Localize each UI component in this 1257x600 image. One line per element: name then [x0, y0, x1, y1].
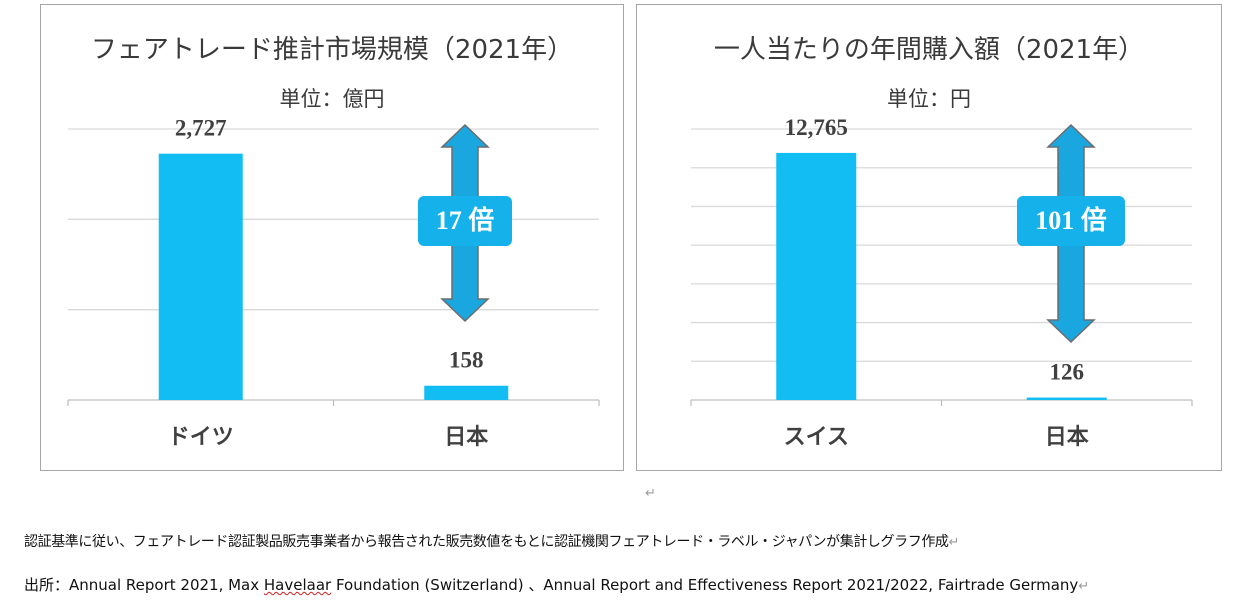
category-label: ドイツ	[168, 425, 234, 450]
paragraph-mark: ↵	[948, 535, 960, 550]
bar-chart-market-size: 2,727 ドイツ 158 日本 17 倍	[67, 116, 600, 450]
bar-chart-per-capita: 12,765 スイス 126 日本 101 倍	[690, 115, 1193, 450]
bar-1	[158, 153, 243, 400]
bar-1	[776, 152, 857, 400]
note-source-prefix: 出所：Annual Report 2021, Max	[24, 576, 264, 594]
data-label: 158	[449, 348, 484, 373]
note-methodology-text: 認証基準に従い、フェアトレード認証製品販売事業者から報告された販売数値をもとに認…	[24, 534, 949, 550]
paragraph-mark: ↵	[645, 486, 656, 501]
bar-2	[1026, 397, 1107, 400]
chart-panel-market-size: フェアトレード推計市場規模（2021年） 単位：億円 2,727 ドイツ 158 日本…	[40, 4, 624, 471]
paragraph-mark: ↵	[1078, 579, 1090, 594]
chart-unit-label: 単位：億円	[279, 87, 385, 111]
ratio-label: 101 倍	[1035, 205, 1107, 235]
chart-unit-label: 単位：円	[887, 87, 971, 111]
ratio-callout	[1017, 196, 1125, 246]
data-label: 126	[1050, 360, 1085, 385]
note-source-suffix: Foundation (Switzerland) 、Annual Report …	[331, 576, 1079, 594]
category-label: 日本	[1045, 425, 1089, 450]
ratio-callout	[418, 196, 512, 246]
chart-title: 一人当たりの年間購入額（2021年）	[713, 35, 1145, 65]
spellcheck-word: Havelaar	[263, 576, 332, 594]
ratio-label: 17 倍	[436, 205, 495, 235]
chart-title: フェアトレード推計市場規模（2021年）	[90, 35, 574, 65]
bar-2	[424, 385, 509, 400]
category-label: 日本	[444, 425, 488, 450]
note-source: 出所：Annual Report 2021, Max Havelaar Foun…	[24, 574, 1089, 595]
data-label: 2,727	[175, 116, 227, 141]
note-methodology: 認証基準に従い、フェアトレード認証製品販売事業者から報告された販売数値をもとに認…	[24, 531, 959, 551]
category-label: スイス	[784, 425, 849, 450]
chart-panel-per-capita: 一人当たりの年間購入額（2021年） 単位：円 12,765 スイス 126 日本 10…	[636, 4, 1222, 471]
data-label: 12,765	[785, 115, 848, 140]
